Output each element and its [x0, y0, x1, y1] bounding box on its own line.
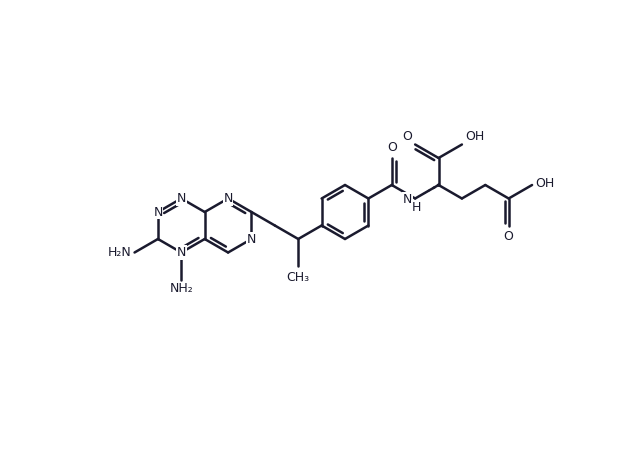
Text: O: O: [504, 229, 514, 243]
Text: NH₂: NH₂: [170, 282, 193, 296]
Text: N: N: [247, 233, 256, 245]
Text: OH: OH: [465, 130, 484, 142]
Text: H: H: [412, 201, 421, 214]
Text: N: N: [403, 193, 412, 206]
Text: H₂N: H₂N: [108, 246, 132, 259]
Text: OH: OH: [535, 177, 554, 189]
Text: N: N: [177, 246, 186, 259]
Text: O: O: [387, 141, 397, 154]
Text: O: O: [403, 130, 412, 142]
Text: N: N: [177, 192, 186, 205]
Text: N: N: [223, 192, 233, 205]
Text: CH₃: CH₃: [287, 271, 310, 284]
Text: N: N: [153, 205, 163, 219]
